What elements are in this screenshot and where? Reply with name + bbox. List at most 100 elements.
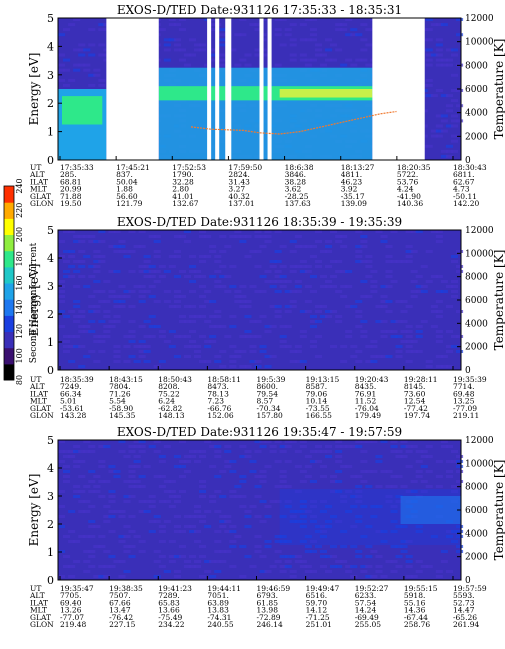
spectrogram-cell xyxy=(365,43,373,47)
spectrogram-cell xyxy=(345,570,353,573)
spectrogram-cell xyxy=(279,245,287,248)
ephemeris-value: 71.26 xyxy=(109,389,131,398)
spectrogram-cell xyxy=(385,500,393,503)
spectrogram-cell xyxy=(304,545,312,548)
ephemeris-value: 137.63 xyxy=(285,199,311,208)
colorbar-tick-label: 200 xyxy=(15,227,24,242)
spectrogram-cell xyxy=(289,300,297,303)
spectrogram-cell xyxy=(254,535,262,538)
spectrogram-cell xyxy=(289,575,297,578)
ephemeris-value: 5.54 xyxy=(109,397,126,406)
ephemeris-value: 18:35:39 xyxy=(60,375,94,384)
spectrogram-cell xyxy=(309,540,317,543)
spectrogram-cell xyxy=(456,335,464,338)
spectrogram-cell xyxy=(360,240,368,243)
spectrogram-cell xyxy=(189,290,197,293)
spectrogram-cell xyxy=(415,530,423,533)
spectrogram-cell xyxy=(194,460,202,463)
spectrogram-cell xyxy=(63,28,71,32)
ephemeris-value: 71.88 xyxy=(60,192,82,201)
spectrogram-cell xyxy=(88,520,96,523)
spectrogram-cell xyxy=(325,520,333,523)
spectrogram-cell xyxy=(199,235,207,238)
spectrogram-cell xyxy=(63,345,71,348)
spectrogram-cell xyxy=(133,480,141,483)
spectrogram-cell xyxy=(88,535,96,538)
spectrogram-cell xyxy=(98,53,106,57)
spectrogram-cell xyxy=(400,320,408,323)
spectrogram-cell xyxy=(153,520,161,523)
spectrogram-cell xyxy=(128,450,136,453)
spectrogram-cell xyxy=(445,144,453,148)
spectrogram-cell xyxy=(435,58,443,62)
spectrogram-cell xyxy=(183,240,191,243)
y-tick-label: 4 xyxy=(47,462,54,475)
spectrogram-cell xyxy=(204,255,212,258)
spectrogram-cell xyxy=(148,495,156,498)
spectrogram-cell xyxy=(229,315,237,318)
spectrogram-cell xyxy=(415,450,423,453)
spectrogram-cell xyxy=(405,465,413,468)
ephemeris-value: 55.16 xyxy=(404,598,426,607)
spectrogram-cell xyxy=(269,445,277,448)
spectrogram-cell xyxy=(350,495,358,498)
ephemeris-value: 57.54 xyxy=(355,598,377,607)
spectrogram-cell xyxy=(440,154,448,158)
spectrogram-cell xyxy=(415,525,423,528)
spectrogram-cell xyxy=(430,230,438,233)
spectrogram-cell xyxy=(234,485,242,488)
spectrogram-cell xyxy=(456,470,464,473)
spectrogram-cell xyxy=(219,53,227,57)
ephemeris-value: 18:30:43 xyxy=(453,163,487,172)
ephemeris-value: 219.48 xyxy=(60,620,86,629)
spectrogram-cell xyxy=(309,550,317,553)
spectrogram-cell xyxy=(289,43,297,47)
spectrogram-cell xyxy=(415,290,423,293)
spectrogram-cell xyxy=(118,300,126,303)
spectrogram-cell xyxy=(284,325,292,328)
spectrogram-cell xyxy=(405,350,413,353)
spectrogram-cell xyxy=(229,265,237,268)
spectrogram-cell xyxy=(264,440,272,443)
spectrogram-cell xyxy=(309,505,317,508)
spectrogram-cell xyxy=(63,450,71,453)
ephemeris-value: 61.85 xyxy=(257,598,279,607)
spectrogram-cell xyxy=(123,295,131,298)
spectrogram-cell xyxy=(83,535,91,538)
spectrogram-cell xyxy=(430,53,438,57)
spectrogram-cell xyxy=(375,230,383,233)
spectrogram-cell xyxy=(249,285,257,288)
ephemeris-value: -41.90 xyxy=(397,192,421,201)
spectrogram-cell xyxy=(148,235,156,238)
spectrogram-cell xyxy=(178,475,186,478)
spectrogram-cell xyxy=(108,295,116,298)
spectrogram-cell xyxy=(314,48,322,52)
spectrogram-cell xyxy=(58,575,66,578)
spectrogram-cell xyxy=(370,515,378,518)
spectrogram-cell xyxy=(264,325,272,328)
spectrogram-cell xyxy=(108,490,116,493)
spectrogram-cell xyxy=(173,43,181,47)
spectrogram-cell xyxy=(108,515,116,518)
ephemeris-value: 68.81 xyxy=(60,177,81,186)
spectrogram-cell xyxy=(98,565,106,568)
spectrogram-cell xyxy=(330,555,338,558)
spectrogram-cell xyxy=(128,470,136,473)
ephemeris-value: 139.09 xyxy=(341,199,367,208)
spectrogram-cell xyxy=(390,440,398,443)
spectrogram-cell xyxy=(178,335,186,338)
spectrogram-cell xyxy=(309,245,317,248)
spectrogram-cell xyxy=(214,285,222,288)
spectrogram-cell xyxy=(385,245,393,248)
ephemeris-value: 17:59:50 xyxy=(228,163,262,172)
spectrogram-cell xyxy=(304,58,312,62)
spectrogram-cell xyxy=(83,485,91,488)
spectrogram-cell xyxy=(199,555,207,558)
spectrogram-cell xyxy=(83,355,91,358)
spectrogram-cell xyxy=(435,330,443,333)
ephemeris-value: 73.60 xyxy=(404,389,426,398)
spectrogram-cell xyxy=(304,63,312,67)
spectrogram-cell xyxy=(78,275,86,278)
ephemeris-value: -65.26 xyxy=(453,613,477,622)
ephemeris-value: 19:20:43 xyxy=(355,375,389,384)
